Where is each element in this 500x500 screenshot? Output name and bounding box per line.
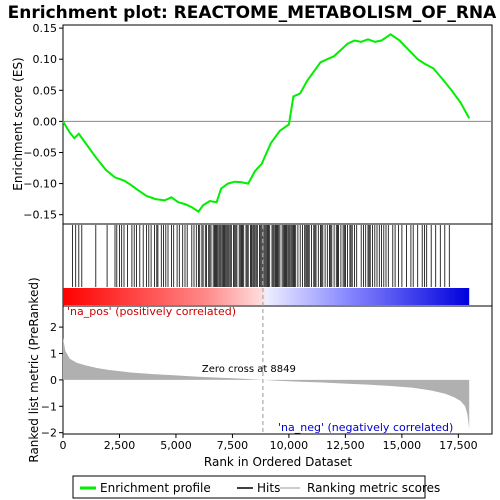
ranking-metric-area [63, 337, 470, 429]
metric-y-ticks: −2 −1 0 1 2 [41, 321, 63, 440]
negative-label: 'na_neg' (negatively correlated) [278, 421, 453, 434]
es-y-ticks: −0.15 −0.10 −0.05 0.00 0.05 0.10 0.15 [23, 22, 63, 222]
metric-y-tick-label: −1 [41, 400, 57, 413]
metric-x-ticks: 0 2,500 5,000 7,500 10,000 12,500 15,000 17,500 [60, 434, 478, 452]
enrichment-profile-line [62, 33, 471, 213]
metric-y-label: Ranked list metric (PreRanked) [27, 277, 41, 462]
metric-panel: Zero cross at 8849 'na_pos' (positively … [27, 225, 493, 469]
es-y-tick-label: 0.15 [33, 22, 58, 35]
es-y-tick-label: 0.10 [33, 53, 58, 66]
x-tick-label: 10,000 [270, 439, 309, 452]
x-tick-label: 5,000 [160, 439, 192, 452]
es-panel: −0.15 −0.10 −0.05 0.00 0.05 0.10 0.15 Enrichme… [11, 22, 493, 225]
hits-panel [62, 223, 493, 307]
x-tick-label: 15,000 [383, 439, 422, 452]
x-tick-label: 17,500 [439, 439, 478, 452]
es-y-label: Enrichment score (ES) [11, 57, 25, 190]
legend-enrichment-label: Enrichment profile [100, 481, 211, 495]
legend-hits-label: Hits [257, 481, 280, 495]
legend-frame [72, 475, 426, 499]
legend-metric-label: Ranking metric scores [307, 481, 440, 495]
es-panel-frame [62, 24, 493, 225]
es-y-tick-label: −0.15 [23, 209, 57, 222]
hit-lines [72, 225, 450, 287]
rank-color-bar [63, 288, 470, 305]
metric-y-tick-label: 2 [50, 321, 57, 334]
positive-label: 'na_pos' (positively correlated) [67, 305, 236, 318]
es-y-tick-label: −0.05 [23, 146, 57, 159]
x-tick-label: 2,500 [104, 439, 136, 452]
metric-y-tick-label: 0 [50, 374, 57, 387]
chart-title: Enrichment plot: REACTOME_METABOLISM_OF_… [8, 3, 498, 23]
es-y-tick-label: −0.10 [23, 178, 57, 191]
metric-panel-frame [62, 305, 493, 435]
metric-y-tick-label: 1 [50, 348, 57, 361]
metric-y-tick-label: −2 [41, 427, 57, 440]
x-tick-label: 7,500 [217, 439, 249, 452]
legend: Enrichment profile Hits Ranking metric s… [72, 475, 440, 499]
es-y-tick-label: 0.05 [33, 84, 58, 97]
x-axis-label: Rank in Ordered Dataset [204, 455, 352, 469]
x-tick-label: 12,500 [326, 439, 365, 452]
x-tick-label: 0 [60, 439, 67, 452]
zero-cross-label: Zero cross at 8849 [202, 364, 296, 375]
es-y-tick-label: 0.00 [33, 115, 58, 128]
